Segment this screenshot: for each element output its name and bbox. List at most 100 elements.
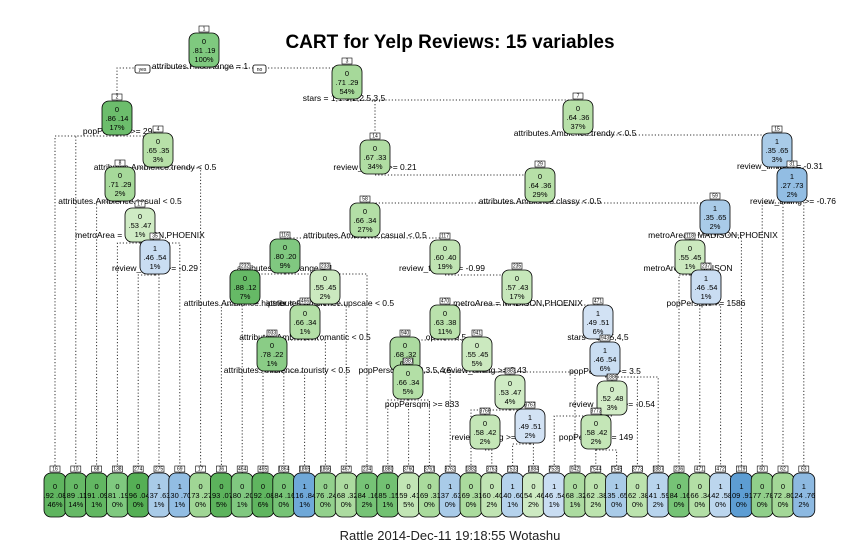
node-text: 46% — [47, 500, 62, 509]
node-text: 0 — [781, 482, 785, 491]
node-text: 2% — [320, 292, 331, 301]
node-text: .58 .42 — [585, 428, 608, 437]
node-text: 1% — [135, 230, 146, 239]
leaf-node: 62 0.72 .800% — [772, 465, 794, 518]
node-box — [359, 139, 391, 175]
node-text: .91 .09 — [85, 491, 108, 500]
node-id-badge — [507, 465, 518, 473]
node-text: 5% — [403, 500, 414, 509]
node-id: 117 — [441, 234, 449, 240]
node-id: 1 — [203, 27, 206, 33]
node-id-badge — [340, 465, 352, 473]
node-id: 470 — [441, 299, 450, 305]
node-text: 2% — [710, 222, 721, 231]
node-id: 3773 — [590, 409, 601, 415]
leaf-node: 1882 0.69 .310% — [460, 465, 482, 518]
node-id-badge — [684, 232, 696, 240]
no-branch-badge: no — [252, 64, 267, 74]
node-id: 4 — [157, 127, 160, 133]
node-id-badge — [534, 160, 546, 168]
node-text: 0 — [74, 482, 78, 491]
tree-node: 1886 0.52 .483% — [596, 373, 628, 416]
tree-node: 237 1.46 .541% — [690, 262, 722, 305]
node-id-badge — [299, 465, 310, 473]
tree-node: 941 0.55 .455% — [461, 329, 493, 372]
node-text: .37 .63 — [439, 491, 462, 500]
node-text: 0% — [757, 500, 768, 509]
node-id: 7533 — [507, 467, 518, 473]
node-text: 100% — [194, 55, 214, 64]
node-text: .60 .40 — [434, 253, 457, 262]
leaf-node: 942 0.68 .321% — [564, 465, 586, 518]
node-text: .49 .51 — [587, 318, 610, 327]
tree-node: 31 1.27 .732% — [776, 160, 808, 203]
node-id: 233 — [321, 264, 330, 270]
node-id: 466 — [301, 299, 310, 305]
node-id: 3761 — [424, 467, 435, 473]
node-id: 1880 — [382, 467, 393, 473]
node-id: 68 — [94, 467, 100, 473]
node-text: 2% — [486, 500, 497, 509]
node-text: .09 .91 — [730, 491, 753, 500]
node-id: 465 — [259, 467, 268, 473]
node-text: 0 — [490, 482, 494, 491]
node-id-badge — [70, 465, 82, 473]
node-id-badge — [320, 465, 331, 473]
node-text: 0 — [443, 309, 447, 318]
node-id: 59 — [712, 194, 718, 200]
node-id-badge — [599, 334, 611, 342]
node-box — [429, 304, 461, 340]
node-text: 0% — [341, 500, 352, 509]
leaf-node: 7544 0.62 .382% — [584, 465, 607, 518]
node-text: 1 — [656, 482, 660, 491]
node-id-badge — [319, 262, 331, 270]
node-id-badge — [444, 465, 456, 473]
leaf-node: 1864 0.84 .160% — [272, 465, 295, 518]
leaf-node: 69 1.30 .701% — [168, 465, 191, 518]
node-text: .41 .59 — [647, 491, 670, 500]
node-text: 0% — [445, 500, 456, 509]
node-text: 2% — [590, 500, 601, 509]
node-text: .62 .38 — [584, 491, 607, 500]
node-id-badge — [114, 159, 126, 167]
node-text: 0 — [594, 419, 598, 428]
node-box — [562, 99, 594, 135]
node-box — [256, 336, 288, 372]
node-text: 0 — [635, 482, 639, 491]
node-id-badge — [694, 465, 706, 473]
node-box — [139, 239, 171, 275]
node-text: 1% — [685, 262, 696, 271]
node-box — [699, 199, 731, 235]
node-text: 0 — [373, 144, 377, 153]
node-id-badge — [153, 465, 165, 473]
node-text: .89 .11 — [65, 491, 87, 500]
node-id-badge — [369, 132, 381, 140]
node-text: 1 — [153, 244, 157, 253]
node-id-badge — [471, 329, 483, 337]
node-text: 1 — [719, 482, 723, 491]
leaf-node: 1880 0.85 .151% — [376, 465, 399, 518]
node-text: 1% — [267, 359, 278, 368]
node-text: 0 — [303, 309, 307, 318]
node-text: 1 — [775, 137, 779, 146]
node-text: 5% — [403, 387, 414, 396]
node-text: 19% — [437, 262, 452, 271]
node-text: 1 — [178, 482, 182, 491]
node-text: 0 — [156, 137, 160, 146]
node-id: 58 — [362, 197, 368, 203]
yes-branch-badge: yes — [134, 64, 151, 74]
node-text: .73 .27 — [189, 491, 212, 500]
node-id-badge — [572, 92, 584, 100]
node-text: 0% — [195, 500, 206, 509]
node-text: .76 .24 — [314, 491, 337, 500]
node-box — [596, 380, 628, 416]
node-id-badge — [382, 465, 394, 473]
node-text: .68 .32 — [335, 491, 358, 500]
node-text: 0 — [469, 482, 473, 491]
node-id-badge — [399, 329, 411, 337]
node-text: .66 .34 — [354, 216, 377, 225]
node-text: 2% — [653, 500, 664, 509]
node-text: .16 .84 — [293, 491, 316, 500]
